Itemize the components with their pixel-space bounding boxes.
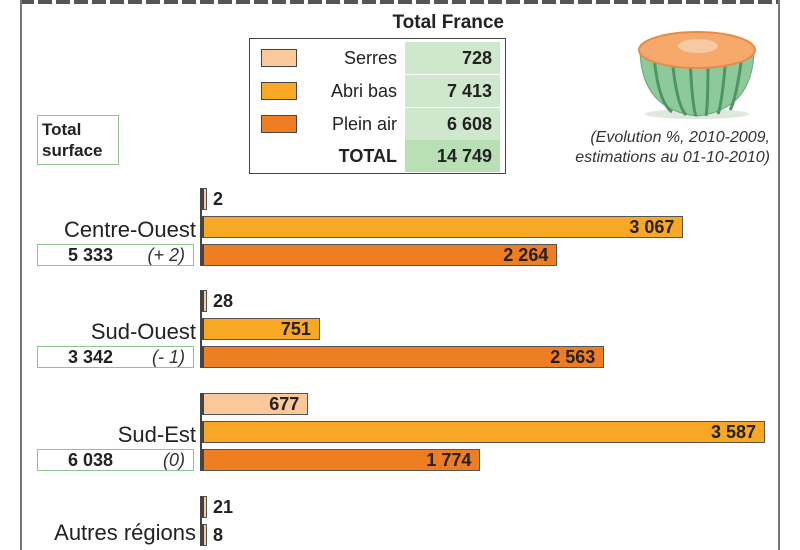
bar-sud-ouest-plein-air (202, 346, 605, 368)
bar-label-centre-ouest-1: 3 067 (629, 217, 675, 237)
legend-label-serres: Serres (343, 48, 397, 68)
bar-centre-ouest-plein-air (202, 244, 558, 266)
legend-table: Serres 728 Abri bas 7 413 Plein air 6 60… (249, 38, 506, 174)
region-total-value: 6 038 (68, 450, 114, 470)
region-total-centre-ouest: 5 333 (+ 2) (37, 244, 194, 266)
bar-sud-est-plein-air (202, 449, 481, 471)
bar-sud-ouest-abri-bas (202, 318, 320, 340)
legend-total-value: 14 749 (405, 140, 500, 172)
region-name-sud-ouest: Sud-Ouest (90, 319, 196, 344)
legend-row-plein-air: Plein air 6 608 (250, 108, 505, 140)
legend-row-abri-bas: Abri bas 7 413 (250, 75, 505, 107)
bar-autres-r-gions-serres-0 (202, 496, 207, 518)
bar-centre-ouest-abri-bas (202, 216, 684, 238)
legend-row-total: TOTAL 14 749 (250, 140, 505, 172)
region-evolution: (+ 2) (147, 245, 185, 265)
bar-label-centre-ouest-2: 2 264 (503, 245, 549, 265)
axis-line-autres-r-gions (200, 496, 202, 546)
top-border (20, 0, 780, 4)
legend-swatch-serres (261, 49, 297, 67)
evolution-note-line2: estimations au 01-10-2010) (575, 149, 770, 166)
bar-label-autres-r-gions-1: 8 (213, 525, 224, 545)
bar-label-sud-est-0: 677 (269, 394, 300, 414)
legend-label-plein-air: Plein air (331, 114, 397, 134)
axis-line-sud-ouest (200, 290, 202, 368)
bar-autres-r-gions-serres-1 (202, 524, 207, 546)
bar-sud-est-abri-bas (202, 421, 765, 443)
bar-label-centre-ouest-0: 2 (213, 189, 224, 209)
bar-label-sud-est-1: 3 587 (710, 422, 756, 442)
bar-centre-ouest-serres (202, 188, 207, 210)
melon-icon (638, 31, 756, 119)
region-total-value: 5 333 (68, 245, 114, 265)
legend-label-abri-bas: Abri bas (330, 81, 397, 101)
bar-sud-est-serres (202, 393, 309, 415)
legend-value-abri-bas: 7 413 (405, 75, 500, 107)
legend-swatch-plein-air (261, 115, 297, 133)
evolution-note-line1: (Evolution %, 2010-2009, (590, 129, 770, 146)
evolution-note: (Evolution %, 2010-2009, estimations au … (505, 128, 770, 168)
legend-value-plein-air: 6 608 (405, 108, 500, 140)
bar-sud-ouest-serres (202, 290, 207, 312)
bar-label-sud-ouest-2: 2 563 (550, 347, 596, 367)
region-total-value: 3 342 (68, 347, 114, 367)
legend-total-label: TOTAL (338, 146, 397, 166)
legend-value-serres: 728 (405, 42, 500, 74)
bar-label-autres-r-gions-0: 21 (213, 497, 234, 517)
region-name-centre-ouest: Centre-Ouest (63, 217, 196, 242)
bar-label-sud-ouest-1: 751 (280, 319, 311, 339)
legend-title: Total France (392, 12, 504, 33)
legend-swatch-abri-bas (261, 82, 297, 100)
region-evolution: (- 1) (152, 347, 185, 367)
region-name-autres-r-gions: Autres régions (54, 520, 196, 545)
axis-line-centre-ouest (200, 188, 202, 266)
bar-label-sud-est-2: 1 774 (426, 450, 472, 470)
legend-row-serres: Serres 728 (250, 42, 505, 74)
left-frame-rule (20, 0, 22, 550)
region-name-sud-est: Sud-Est (117, 422, 196, 447)
region-total-sud-ouest: 3 342 (- 1) (37, 346, 194, 368)
region-evolution: (0) (163, 450, 185, 470)
right-frame-rule (778, 0, 780, 550)
bar-label-sud-ouest-0: 28 (213, 291, 234, 311)
axis-line-sud-est (200, 393, 202, 471)
total-surface-label: Total surface (37, 115, 119, 165)
region-total-sud-est: 6 038 (0) (37, 449, 194, 471)
